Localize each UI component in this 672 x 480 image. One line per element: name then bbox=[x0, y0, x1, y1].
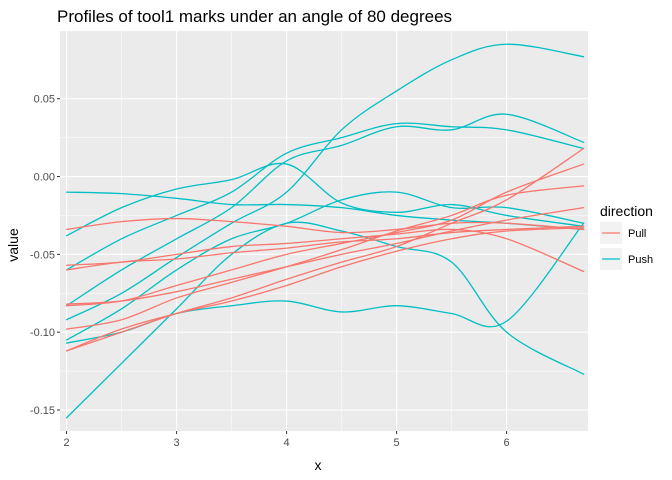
x-tick-label: 6 bbox=[504, 437, 510, 449]
x-tick-label: 4 bbox=[284, 437, 290, 449]
x-tick-label: 3 bbox=[174, 437, 180, 449]
x-axis: 2 3 4 5 6 bbox=[64, 431, 510, 449]
x-axis-title: x bbox=[315, 457, 322, 473]
legend-title: direction bbox=[600, 203, 653, 219]
y-axis-title: value bbox=[5, 228, 21, 262]
legend-label-pull: Pull bbox=[628, 228, 646, 240]
y-tick-label: 0.00 bbox=[34, 172, 55, 184]
series-line-pull-6 bbox=[65, 185, 585, 330]
series-line-push-9 bbox=[65, 191, 585, 231]
y-tick-label: -0.15 bbox=[30, 405, 55, 417]
x-tick-label: 2 bbox=[64, 437, 70, 449]
legend: direction Pull Push bbox=[600, 203, 653, 270]
legend-items: Pull Push bbox=[600, 222, 653, 270]
chart-title: Profiles of tool1 marks under an angle o… bbox=[57, 7, 452, 26]
series-line-pull-3 bbox=[65, 225, 585, 271]
series-line-push-12 bbox=[65, 113, 585, 307]
series-lines bbox=[65, 43, 585, 419]
y-axis: -0.15 -0.10 -0.05 0.00 0.05 bbox=[30, 94, 60, 417]
series-line-push-14 bbox=[65, 191, 585, 341]
y-tick-label: -0.10 bbox=[30, 327, 55, 339]
series-line-pull-4 bbox=[65, 207, 585, 305]
series-line-pull-2 bbox=[65, 228, 585, 273]
series-line-pull-8 bbox=[65, 227, 585, 352]
series-line-push-13 bbox=[65, 43, 585, 321]
x-tick-label: 5 bbox=[394, 437, 400, 449]
series-line-pull-1 bbox=[65, 217, 585, 234]
series-line-push-16 bbox=[65, 221, 585, 419]
legend-label-push: Push bbox=[628, 254, 653, 266]
series-line-push-10 bbox=[65, 162, 585, 237]
series-line-pull-7 bbox=[65, 147, 585, 352]
y-tick-label: 0.05 bbox=[34, 94, 55, 106]
series-line-push-11 bbox=[65, 122, 585, 271]
y-tick-label: -0.05 bbox=[30, 249, 55, 261]
